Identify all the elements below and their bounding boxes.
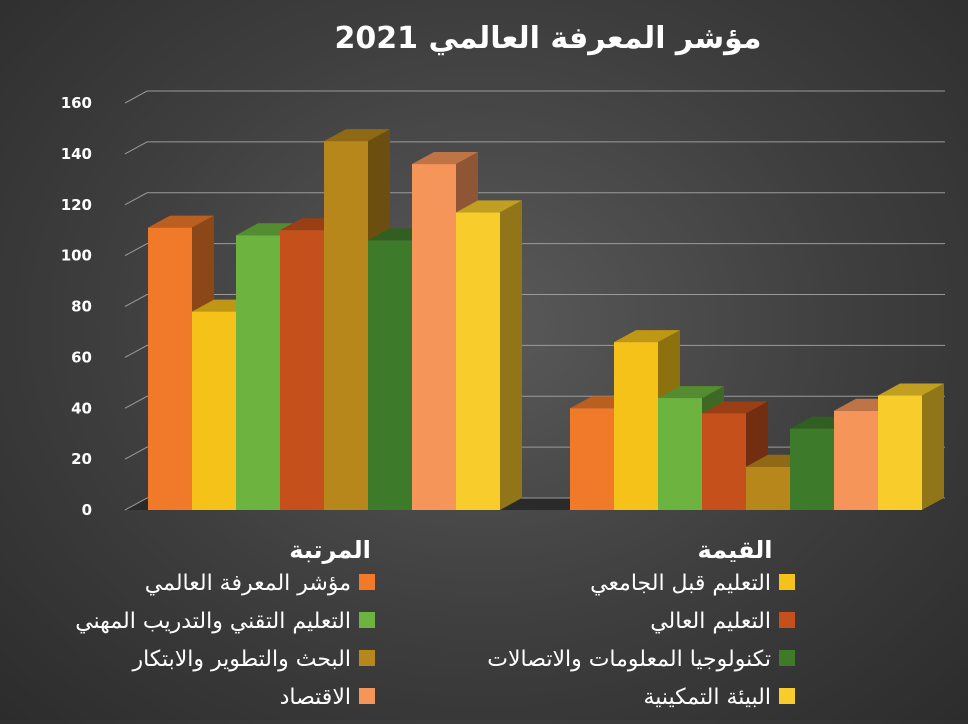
bar-front (236, 235, 280, 510)
bar-top (148, 215, 214, 228)
gridline (124, 141, 945, 155)
legend-item: البحث والتطوير والابتكار (131, 647, 375, 672)
legend: مؤشر المعرفة العالمي التعليم قبل الجامعي ا… (75, 571, 795, 710)
gridline (124, 243, 945, 257)
bar-top (702, 401, 768, 414)
bar-side (500, 200, 522, 510)
legend-item: التعليم العالي (650, 609, 795, 634)
bar-front (746, 466, 790, 510)
legend-swatch (779, 612, 795, 628)
legend-label: البحث والتطوير والابتكار (131, 647, 351, 672)
bar-front (148, 227, 192, 511)
legend-label: تكنولوجيا المعلومات والاتصالات (487, 647, 771, 672)
legend-swatch (359, 688, 375, 704)
y-tick-label: 120 (61, 196, 92, 214)
bar-side (922, 383, 944, 510)
category-label: القيمة (698, 536, 773, 564)
legend-label: التعليم قبل الجامعي (590, 571, 771, 596)
y-tick-label: 60 (71, 348, 92, 366)
y-tick-label: 160 (61, 94, 92, 112)
legend-label: البيئة التمكينية (643, 685, 771, 710)
y-tick-label: 100 (61, 247, 92, 265)
bar-front (702, 413, 746, 510)
bar-front (456, 212, 500, 510)
bar-front (834, 410, 878, 510)
gridline (124, 294, 945, 307)
bar-top (456, 200, 522, 213)
bar-front (614, 342, 658, 510)
legend-swatch (359, 574, 375, 590)
bar (456, 200, 522, 510)
legend-label: مؤشر المعرفة العالمي (145, 571, 351, 596)
bar-front (280, 230, 324, 510)
bar-top (412, 152, 478, 165)
legend-item: التعليم قبل الجامعي (590, 571, 795, 596)
legend-label: التعليم العالي (650, 609, 771, 634)
bar-front (368, 240, 412, 511)
gridline (124, 90, 945, 104)
legend-label: الاقتصاد (280, 685, 351, 710)
legend-swatch (779, 650, 795, 666)
bar-front (570, 408, 614, 510)
bar-front (412, 164, 456, 511)
legend-item: الاقتصاد (280, 685, 375, 710)
y-axis: 0 20 40 60 80 100 120 140 160 (61, 94, 92, 519)
y-tick-label: 0 (82, 501, 92, 519)
bar-front (192, 311, 236, 510)
legend-label: التعليم التقني والتدريب المهني (75, 609, 351, 634)
legend-swatch (359, 650, 375, 666)
category-label: المرتبة (289, 536, 371, 564)
bar-top (324, 129, 390, 142)
gridline (124, 192, 945, 206)
bar-front (790, 428, 834, 510)
chart-title: مؤشر المعرفة العالمي 2021 (335, 21, 762, 56)
bar-front (658, 398, 702, 510)
bars (148, 129, 944, 511)
y-tick-label: 40 (71, 399, 92, 417)
bar (878, 383, 944, 510)
legend-item: البيئة التمكينية (643, 685, 795, 710)
legend-item: مؤشر المعرفة العالمي (145, 571, 375, 596)
y-tick-label: 80 (71, 298, 92, 316)
legend-swatch (779, 574, 795, 590)
bar-front (878, 395, 922, 510)
legend-item: التعليم التقني والتدريب المهني (75, 609, 375, 634)
category-labels: المرتبة القيمة (289, 536, 772, 564)
bar-top (658, 386, 724, 399)
bar-top (614, 330, 680, 343)
y-tick-label: 140 (61, 145, 92, 163)
legend-item: تكنولوجيا المعلومات والاتصالات (487, 647, 795, 672)
legend-swatch (359, 612, 375, 628)
y-tick-label: 20 (71, 450, 92, 468)
bar-top (878, 383, 944, 396)
bar-front (324, 141, 368, 510)
legend-swatch (779, 688, 795, 704)
